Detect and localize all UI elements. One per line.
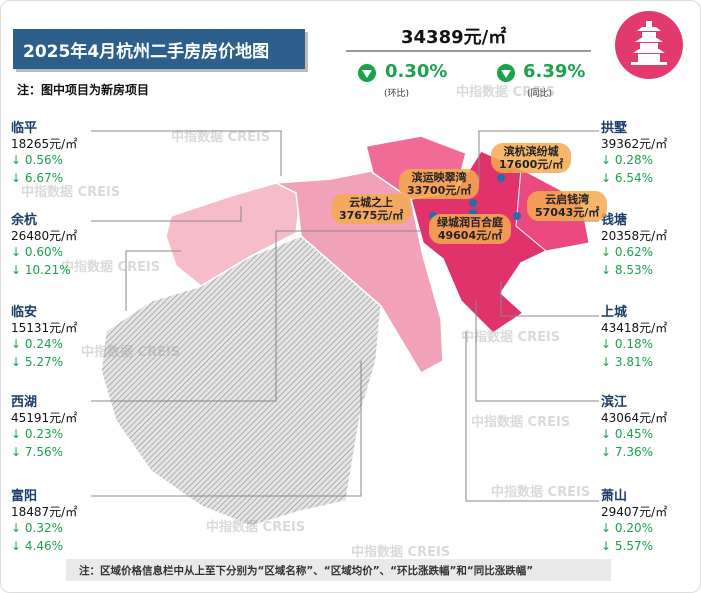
district-mom: ↓ 0.56% [11, 153, 63, 167]
district-name: 上城 [601, 305, 628, 320]
district-mom: ↓ 0.32% [11, 521, 63, 535]
project-dot [469, 199, 477, 207]
district-name: 萧山 [601, 489, 628, 504]
district-yoy: ↓ 3.81% [601, 355, 653, 369]
watermark: 中指数据 CREIS [351, 545, 451, 560]
leader-line [125, 250, 181, 311]
project-dot [497, 174, 505, 182]
project-label: 滨杭滨纷城 17600元/㎡ [491, 143, 572, 173]
leader-line [91, 361, 362, 497]
district-name: 钱塘 [601, 213, 628, 228]
district-yoy: ↓ 7.56% [11, 445, 63, 459]
district-price: 39362元/㎡ [601, 137, 668, 151]
yoy-label: (同比) [527, 89, 553, 99]
district-mom: ↓ 0.62% [601, 245, 653, 259]
project-name: 云启钱湾 [545, 193, 590, 206]
district-yoy: ↓ 6.67% [11, 171, 63, 185]
watermark: 中指数据 CREIS [206, 520, 306, 535]
watermark: 中指数据 CREIS [461, 330, 561, 345]
district-mom: ↓ 0.20% [601, 521, 653, 535]
title-bar [13, 29, 305, 69]
footer-bar [66, 559, 611, 581]
district-yoy: ↓ 8.53% [601, 263, 653, 277]
region-gray [100, 235, 382, 527]
project-name: 云城之上 [349, 196, 394, 209]
district-price: 18265元/㎡ [11, 137, 78, 151]
pagoda [631, 21, 667, 65]
project-name: 滨运映翠湾 [411, 171, 467, 184]
district-mom: ↓ 0.23% [11, 427, 63, 441]
project-label: 云城之上 37675元/㎡ [331, 194, 412, 224]
yoy-value: 6.39% [523, 61, 586, 82]
district-mom: ↓ 0.24% [11, 337, 63, 351]
district-name: 临平 [11, 121, 38, 136]
district-price: 43418元/㎡ [601, 321, 668, 335]
project-price: 37675元/㎡ [339, 209, 404, 222]
district-price: 29407元/㎡ [601, 505, 668, 519]
project-price: 17600元/㎡ [499, 158, 564, 171]
watermark: 中指数据 CREIS [471, 415, 571, 430]
district-name: 富阳 [11, 489, 38, 504]
district-yoy: ↓ 7.36% [601, 445, 653, 459]
district-name: 拱墅 [601, 121, 628, 136]
leader-line [475, 301, 599, 402]
district-price: 43064元/㎡ [601, 411, 668, 425]
district-name: 滨江 [601, 395, 628, 410]
district-name: 临安 [11, 305, 38, 320]
yoy-arrow [501, 70, 511, 78]
leader-line [500, 281, 599, 317]
project-label: 云启钱湾 57043元/㎡ [527, 191, 608, 221]
mom-value: 0.30% [385, 61, 448, 82]
district-name: 余杭 [11, 213, 38, 228]
project-price: 33700元/㎡ [407, 184, 472, 197]
title: 2025年4月杭州二手房房价地图 [23, 42, 270, 62]
leader-lines [91, 130, 282, 176]
summary-price: 34389元/㎡ [401, 27, 507, 48]
mom-label: (环比) [384, 89, 410, 99]
leader-line [91, 206, 242, 222]
district-mom: ↓ 0.18% [601, 337, 653, 351]
leader-line [478, 130, 599, 181]
leader-line [91, 230, 421, 402]
district-price: 45191元/㎡ [11, 411, 78, 425]
project-name: 滨杭滨纷城 [503, 145, 559, 158]
district-mom: ↓ 0.28% [601, 153, 653, 167]
watermark: 中指数据 CREIS [491, 485, 591, 500]
district-mom: ↓ 0.45% [601, 427, 653, 441]
district-price: 26480元/㎡ [11, 229, 78, 243]
note: 注：图中项目为新房项目 [17, 83, 150, 97]
leader-line [465, 331, 599, 502]
watermark: 中指数据 CREIS [81, 345, 181, 360]
watermark: 中指数据 CREIS [61, 260, 161, 275]
mom-arrow [362, 70, 372, 78]
district-yoy: ↓ 6.54% [601, 171, 653, 185]
district-price: 18487元/㎡ [11, 505, 78, 519]
footer: 注：区域价格信息栏中从上至下分别为“区域名称”、“区域均价”、“环比涨跌幅”和“… [79, 565, 534, 577]
project-dot [513, 212, 521, 220]
project-price: 49604元/㎡ [437, 229, 503, 242]
watermark: 中指数据 CREIS [21, 185, 121, 200]
project-name: 绿城润百合庭 [437, 216, 503, 229]
project-label: 滨运映翠湾 33700元/㎡ [399, 169, 480, 199]
district-yoy: ↓ 10.21% [11, 263, 71, 277]
watermark: 中指数据 CREIS [171, 130, 271, 145]
district-price: 15131元/㎡ [11, 321, 78, 335]
district-yoy: ↓ 5.27% [11, 355, 63, 369]
district-price: 20358元/㎡ [601, 229, 668, 243]
district-yoy: ↓ 5.57% [601, 539, 653, 553]
district-yoy: ↓ 4.46% [11, 539, 63, 553]
district-mom: ↓ 0.60% [11, 245, 63, 259]
district-name: 西湖 [11, 395, 38, 410]
project-price: 57043元/㎡ [535, 206, 600, 219]
watermark: 中指数据 CREIS [456, 85, 556, 100]
project-label: 绿城润百合庭 49604元/㎡ [429, 214, 511, 244]
